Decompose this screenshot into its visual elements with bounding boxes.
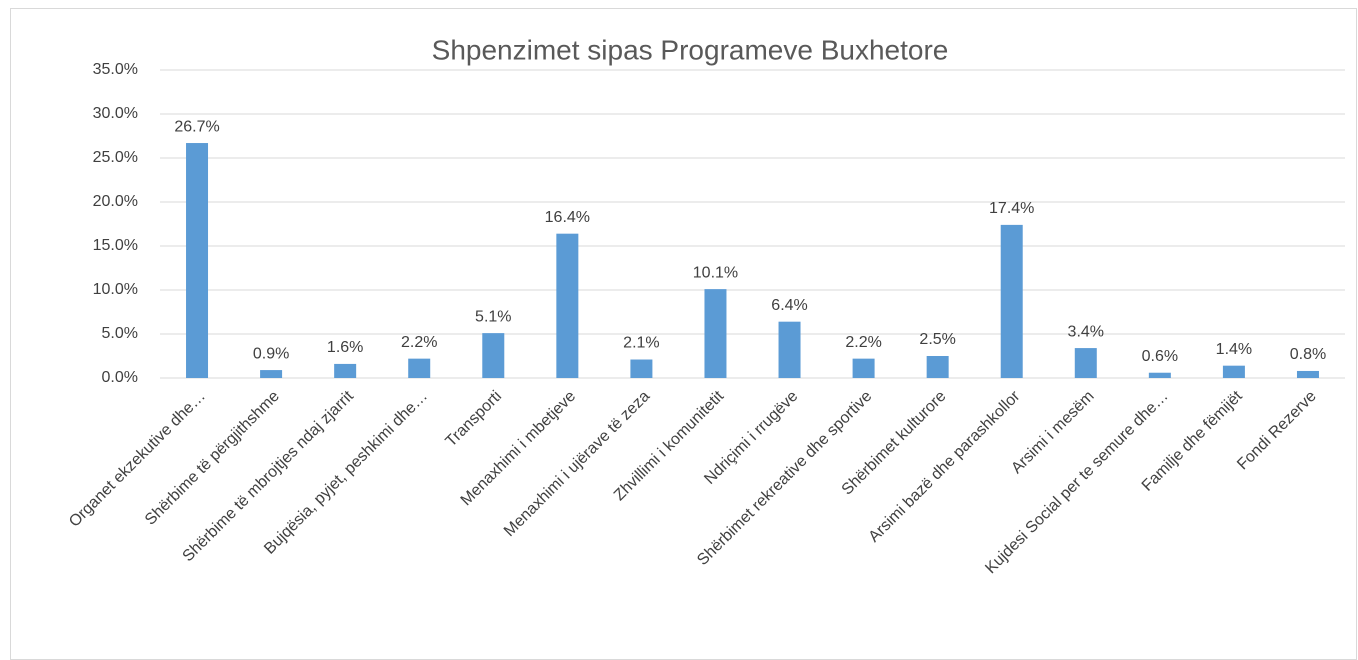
y-tick-label: 35.0% xyxy=(93,61,138,78)
bar xyxy=(1148,372,1171,378)
bar xyxy=(1296,370,1319,378)
y-tick-label: 30.0% xyxy=(93,105,138,122)
data-label: 3.4% xyxy=(1068,323,1104,340)
bar xyxy=(334,363,357,378)
bar xyxy=(186,143,209,378)
bar xyxy=(408,358,431,378)
data-label: 2.1% xyxy=(623,335,659,352)
data-label: 10.1% xyxy=(693,264,738,281)
y-tick-label: 20.0% xyxy=(93,193,138,210)
bar xyxy=(260,370,283,378)
bar xyxy=(926,356,949,378)
bar xyxy=(1222,365,1245,378)
data-label: 2.2% xyxy=(401,334,437,351)
data-label: 5.1% xyxy=(475,308,511,325)
y-tick-label: 0.0% xyxy=(102,369,138,386)
bar xyxy=(778,321,801,378)
data-label: 2.2% xyxy=(845,334,881,351)
data-label: 1.4% xyxy=(1216,341,1252,358)
data-label: 0.6% xyxy=(1142,348,1178,365)
data-label: 0.8% xyxy=(1290,346,1326,363)
chart-title: Shpenzimet sipas Programeve Buxhetore xyxy=(432,34,949,65)
data-label: 6.4% xyxy=(771,297,807,314)
bar xyxy=(630,359,653,378)
bar xyxy=(1000,224,1023,378)
y-tick-label: 5.0% xyxy=(102,325,138,342)
bar xyxy=(556,233,579,378)
data-label: 0.9% xyxy=(253,345,289,362)
bar xyxy=(704,289,727,378)
bar xyxy=(852,358,875,378)
bar xyxy=(1074,348,1097,378)
bar xyxy=(482,333,505,378)
data-label: 16.4% xyxy=(545,209,590,226)
y-tick-label: 10.0% xyxy=(93,281,138,298)
data-label: 2.5% xyxy=(919,331,955,348)
data-label: 26.7% xyxy=(174,118,219,135)
data-label: 1.6% xyxy=(327,339,363,356)
data-label: 17.4% xyxy=(989,200,1034,217)
y-tick-label: 15.0% xyxy=(93,237,138,254)
y-tick-label: 25.0% xyxy=(93,149,138,166)
